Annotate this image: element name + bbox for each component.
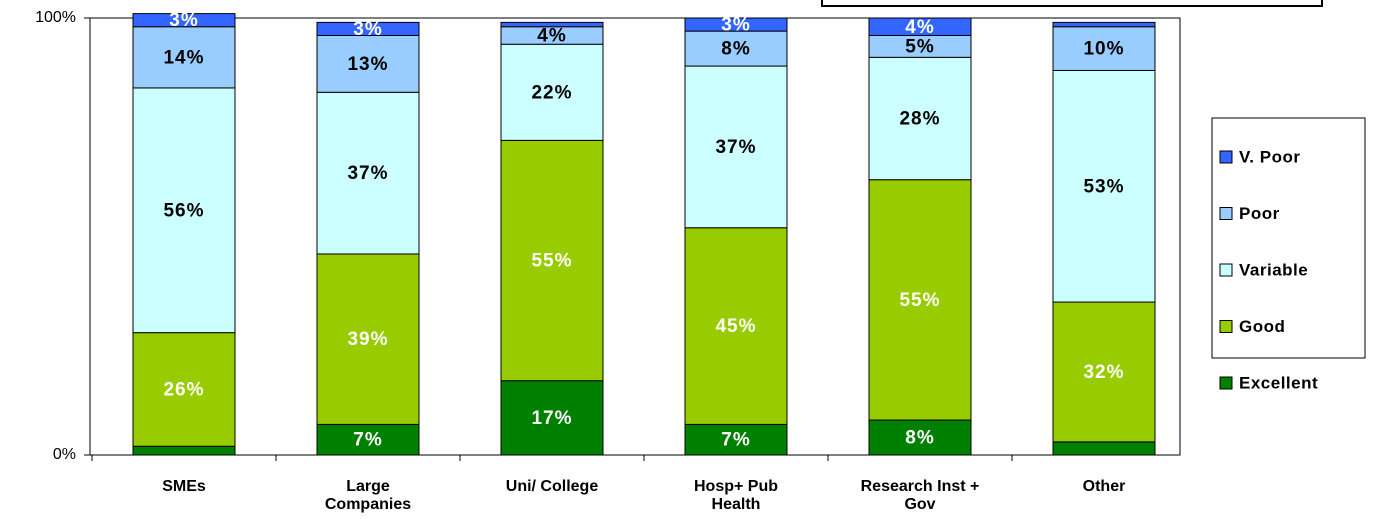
bar-segment <box>132 13 236 28</box>
bar-segment <box>500 43 604 141</box>
data-label: 3% <box>721 15 750 36</box>
bar-segment <box>684 227 788 425</box>
data-label: 4% <box>537 25 566 46</box>
legend-swatch <box>1219 320 1233 333</box>
legend-label: Poor <box>1239 204 1280 223</box>
legend-swatch <box>1219 263 1233 277</box>
data-label: 22% <box>531 82 572 103</box>
x-tick-label: SMEs <box>162 478 206 495</box>
bar-segment <box>1052 441 1156 456</box>
bar-segment <box>132 445 236 456</box>
data-label: 13% <box>347 54 388 75</box>
data-label: 55% <box>531 251 572 272</box>
data-label: 10% <box>1083 39 1124 60</box>
bar-segment <box>316 34 420 93</box>
data-label: 8% <box>721 39 750 60</box>
legend-label: Excellent <box>1239 373 1318 392</box>
y-tick-label: 100% <box>35 9 76 26</box>
data-label: 45% <box>715 316 756 337</box>
x-tick-label: Research Inst + Gov <box>860 478 980 513</box>
data-label: 17% <box>531 408 572 429</box>
bar-segment <box>132 87 236 334</box>
data-label: 26% <box>163 379 204 400</box>
legend-label: Variable <box>1239 260 1308 279</box>
data-label: 7% <box>721 430 750 451</box>
data-label: 3% <box>353 19 382 40</box>
bar-segment <box>868 179 972 421</box>
data-label: 37% <box>347 163 388 184</box>
bar-segment <box>316 21 420 36</box>
data-label: 3% <box>169 10 198 31</box>
legend-swatch <box>1219 207 1233 220</box>
bar-segment <box>684 65 788 229</box>
plot-area <box>89 17 1181 456</box>
legend-swatch <box>1219 376 1233 390</box>
bar-segment <box>684 17 788 32</box>
legend-label: V. Poor <box>1239 147 1300 166</box>
legend-label: Good <box>1239 317 1285 336</box>
data-label: 39% <box>347 329 388 350</box>
bar-segment <box>316 423 420 456</box>
data-label: 4% <box>905 17 934 38</box>
bar-segment <box>1052 69 1156 303</box>
data-label: 56% <box>163 200 204 221</box>
text-box <box>821 0 1323 7</box>
data-label: 32% <box>1083 362 1124 383</box>
data-label: 8% <box>905 428 934 449</box>
bar-segment <box>316 91 420 255</box>
bar-segment <box>132 26 236 89</box>
data-label: 7% <box>353 430 382 451</box>
bar-segment <box>1052 21 1156 28</box>
data-label: 53% <box>1083 176 1124 197</box>
legend <box>1211 117 1366 359</box>
x-tick-label: Uni/ College <box>505 478 599 495</box>
y-tick-label: 0% <box>53 446 76 463</box>
data-label: 55% <box>899 290 940 311</box>
bar-segment <box>500 139 604 382</box>
data-label: 28% <box>899 109 940 130</box>
bar-segment <box>1052 26 1156 71</box>
bar-segment <box>868 17 972 36</box>
x-tick-label: Large Companies <box>324 478 412 513</box>
data-label: 14% <box>163 47 204 68</box>
bar-segment <box>500 21 604 28</box>
bar-segment <box>500 380 604 456</box>
bar-segment <box>316 253 420 425</box>
bar-segment <box>868 56 972 181</box>
bar-segment <box>868 419 972 456</box>
x-tick-label: Hosp+ Pub Health <box>693 478 778 513</box>
data-label: 5% <box>905 36 934 57</box>
x-tick-label: Other <box>1082 478 1126 495</box>
data-label: 37% <box>715 137 756 158</box>
bar-segment <box>684 30 788 67</box>
bar-segment <box>684 423 788 456</box>
legend-swatch <box>1219 150 1233 164</box>
bar-segment <box>1052 301 1156 443</box>
